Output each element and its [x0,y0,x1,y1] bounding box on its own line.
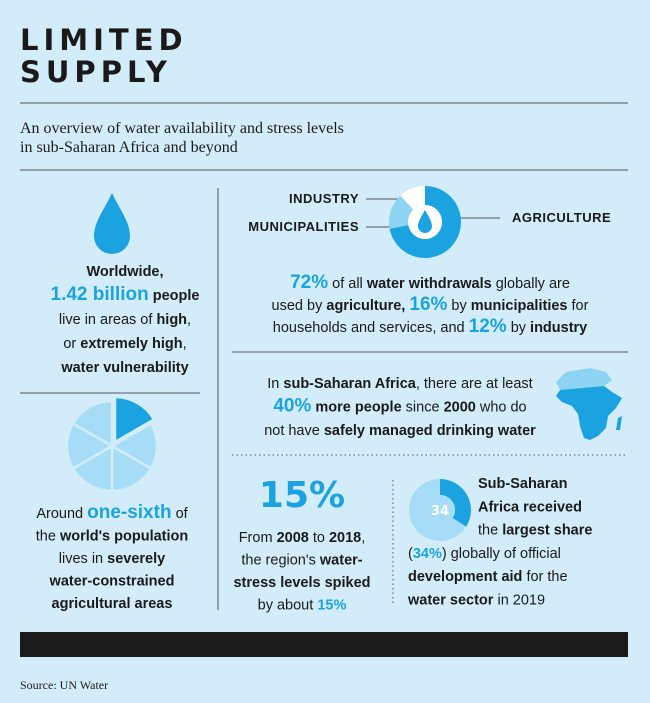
text-run: , [361,530,365,546]
text-run: water vulnerability [60,360,188,376]
text-run: 34% [413,546,442,562]
text-run: water sector [407,593,494,609]
text-run: households and services, and [273,320,469,336]
text-run: 2000 [444,400,476,416]
water-drop-icon [94,193,130,254]
text-run: globally are [492,276,570,292]
subtitle: in sub-Saharan Africa and beyond [20,139,238,156]
pie-icon [65,395,159,493]
text-run: the [478,523,502,539]
text-run: 2018 [329,530,361,546]
paragraph: From 2008 to 2018, the region's water-str… [233,530,370,614]
category-label: MUNICIPALITIES [248,219,359,234]
text-run: industry [530,320,587,336]
water-use-donut [389,186,462,258]
text-run: ( [408,546,413,562]
text-run: 2008 [277,530,309,546]
source: Source: UN Water [20,678,108,692]
text-run: 72% [290,272,328,293]
category-label: AGRICULTURE [512,210,611,225]
text-run: Around [36,506,87,522]
text-run: 1.42 billion [51,284,149,305]
text-run: , there are at least [416,376,533,392]
title: SUPPLY [20,55,172,89]
headline-number: 15% [259,475,345,516]
text-run: Worldwide, [86,264,163,280]
donut-value: 34 [431,504,449,519]
text-run: agriculture, [326,298,409,314]
text-run: extremely high [80,336,182,352]
paragraph: 72% of all water withdrawals globally ar… [272,272,589,337]
text-run: one-sixth [87,502,171,523]
text-run: live in areas of [59,312,157,328]
paragraph: Worldwide, 1.42 billion people live in are… [51,264,200,376]
subtitle: An overview of water availability and st… [20,120,344,137]
text-run: water withdrawals [366,276,492,292]
title: LIMITED [20,23,188,57]
text-run: municipalities [471,298,568,314]
text-run: of [172,506,189,522]
text-run: agricultural areas [52,596,173,612]
text-run: sub-Saharan Africa [283,376,416,392]
donut-center [425,495,455,525]
text-run: Africa received [478,499,582,515]
africa-map [556,368,622,440]
text-run: not have [264,423,324,439]
text-run: in 2019 [493,593,545,609]
water-drop-icon [418,210,432,233]
text-run: water-constrained [49,574,175,590]
text-run: who do [476,400,527,416]
text-run: world's population [59,529,188,545]
aid-donut [409,479,472,542]
text-run: , [183,336,187,352]
text-run: lives in [59,551,107,567]
text-run: used by [272,298,327,314]
donut-segment [400,186,425,210]
donut-segment [389,186,462,258]
text-run: largest share [502,523,592,539]
donut-segment [389,195,414,229]
text-run: since [402,400,444,416]
text-run: , [187,312,191,328]
text-run: stress levels spiked [233,575,370,591]
text-run: people [149,288,200,304]
paragraph: Sub-Saharan Africa received the largest sh… [407,476,592,609]
category-label: INDUSTRY [289,191,359,206]
text-run: 15% [317,598,346,614]
text-run: ) globally of official [442,546,561,562]
text-run: high [156,312,187,328]
text-run: by [447,298,470,314]
text-run: Sub-Saharan [478,476,567,492]
text-run: 40% [273,396,311,417]
text-run: safely managed drinking water [324,423,536,439]
text-run: severely [107,551,165,567]
text-run: more people [311,400,401,416]
text-run: From [239,530,277,546]
text-run: the region's [241,553,320,569]
text-run: or [63,336,80,352]
text-run: for [567,298,588,314]
footer-bar [20,632,628,657]
text-run: by about [258,598,318,614]
text-run: of all [328,276,367,292]
text-run: for the [522,569,567,585]
text-run: the [36,529,60,545]
text-run: by [507,320,530,336]
donut-segment [409,479,467,542]
text-run: In [267,376,283,392]
donut-segment [440,479,472,527]
text-run: 12% [469,316,507,337]
text-run: development aid [408,569,522,585]
paragraph: Around one-sixth of the world's populatio… [36,502,189,612]
paragraph: In sub-Saharan Africa, there are at leas… [264,376,536,439]
text-run: water- [319,553,363,569]
text-run: 16% [409,294,447,315]
text-run: to [309,530,329,546]
